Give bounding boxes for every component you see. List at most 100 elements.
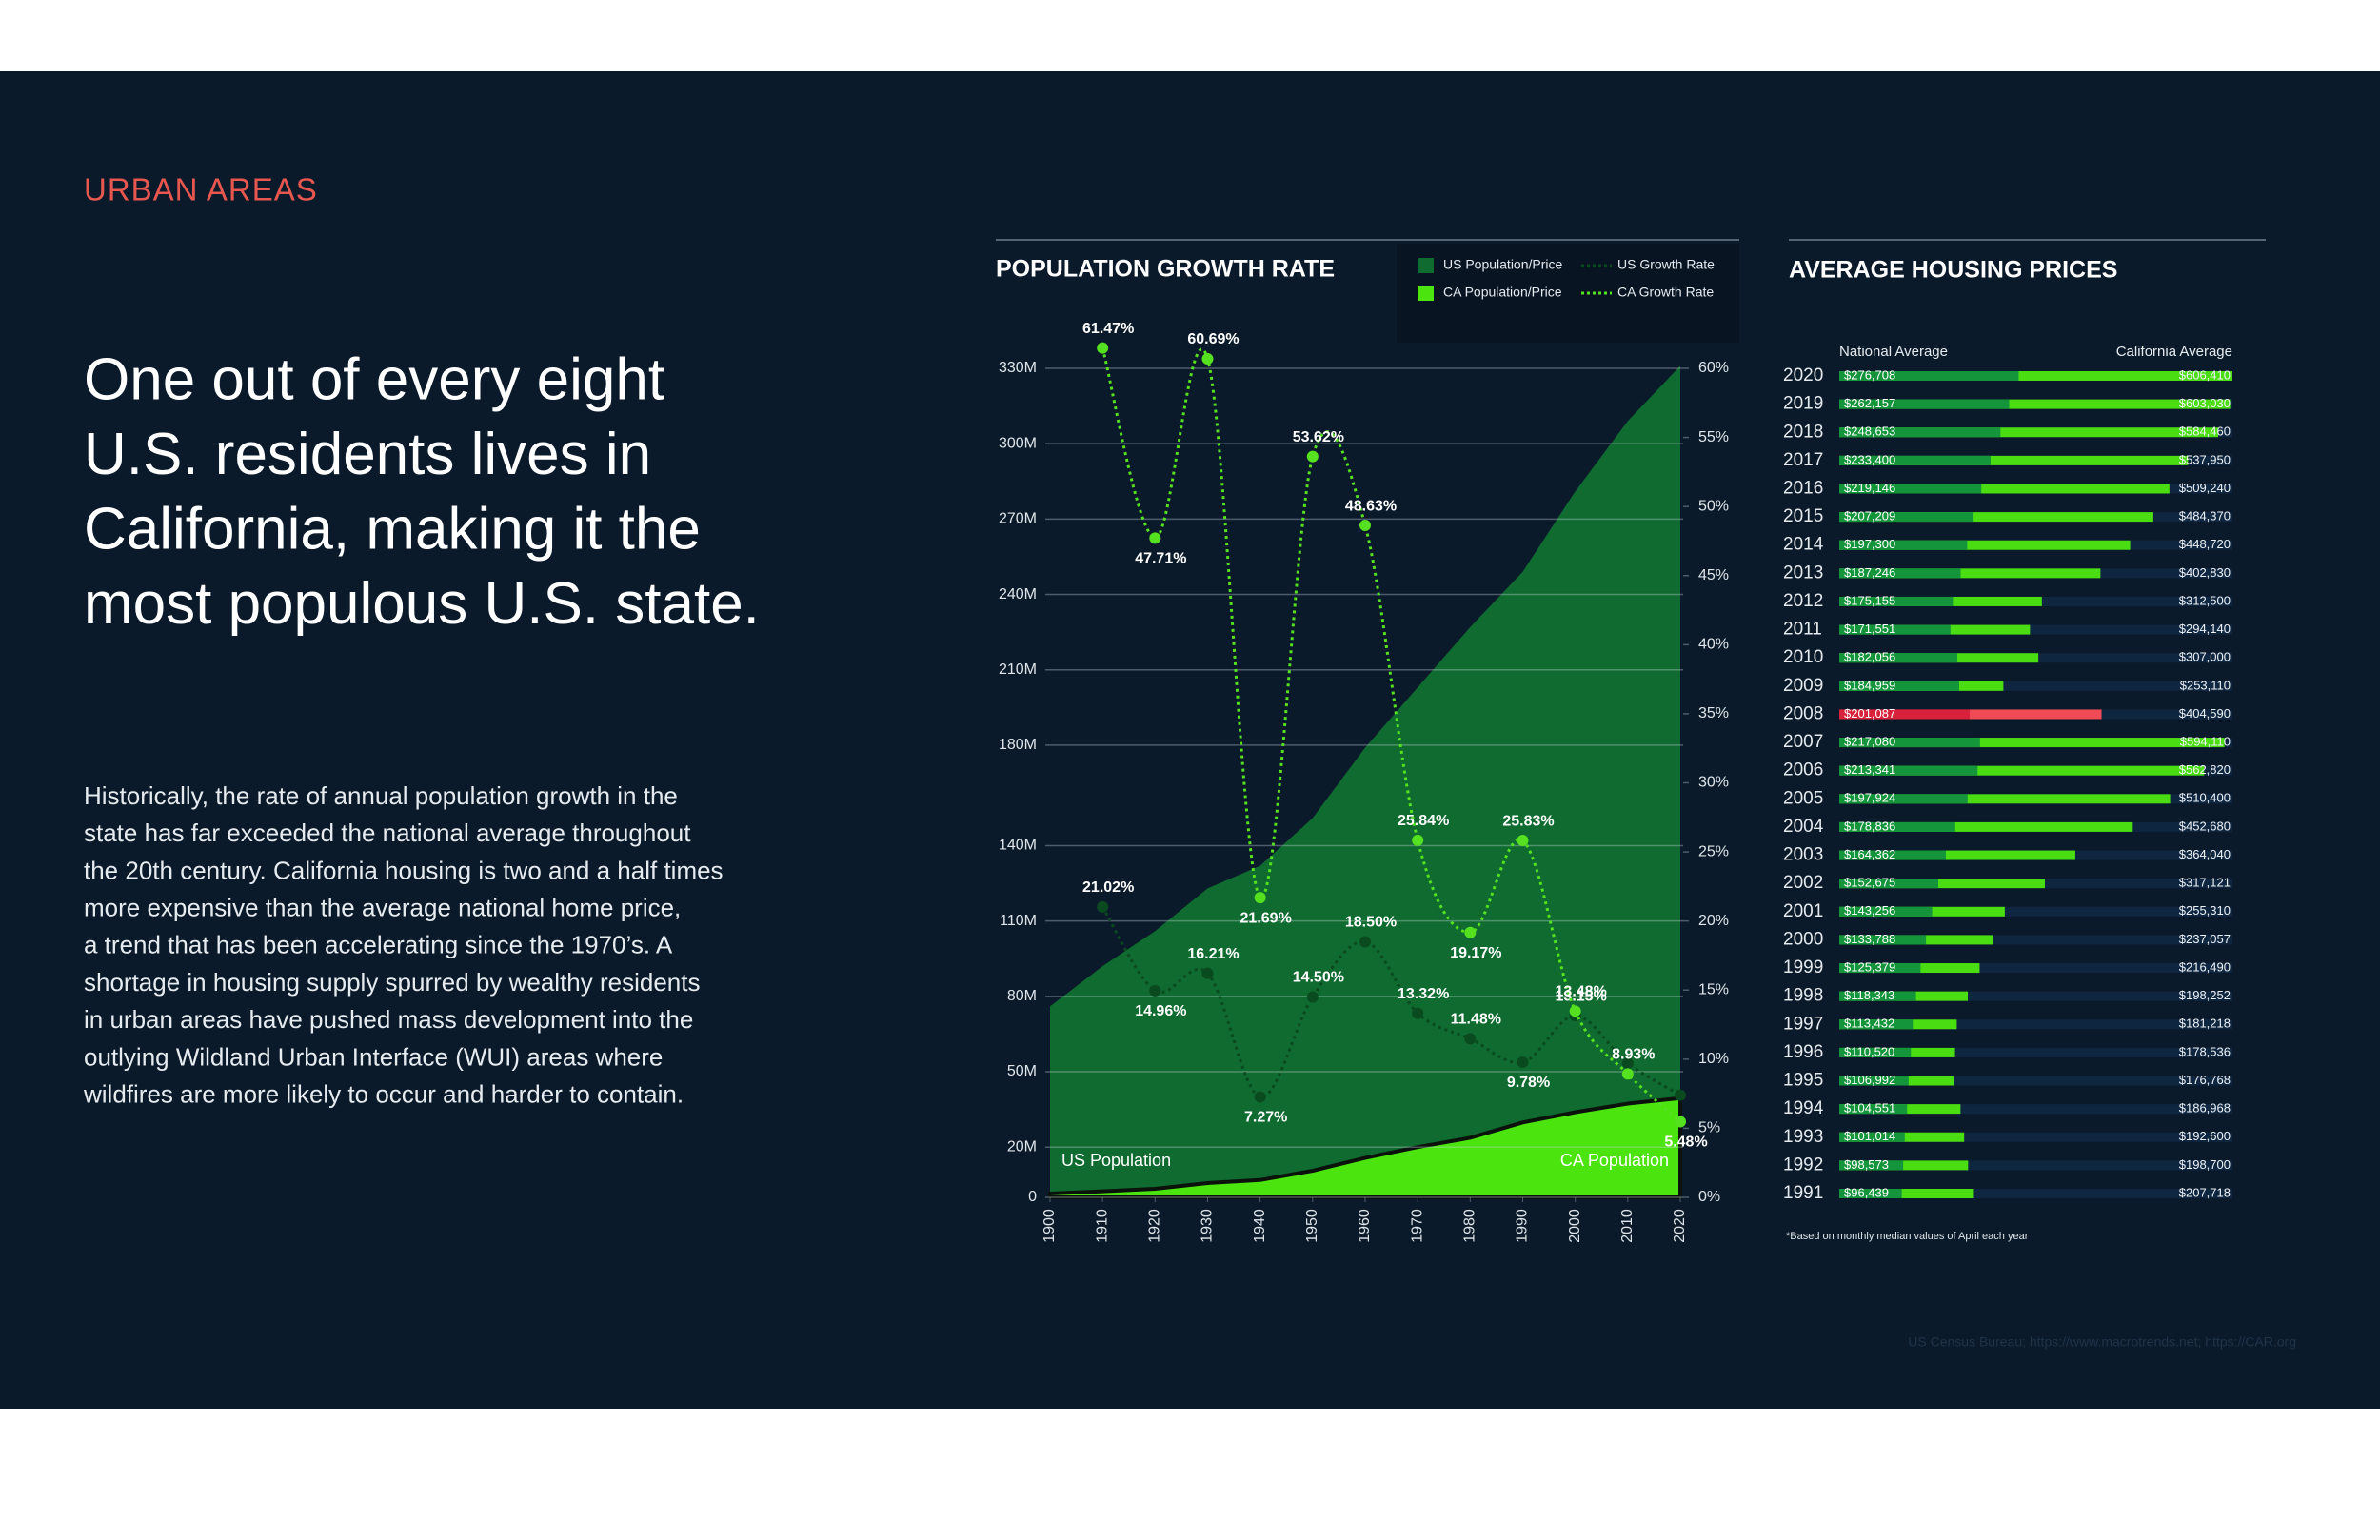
y2-tick-label: 25%: [1698, 843, 1729, 859]
value-label: $276,708: [1844, 367, 1895, 382]
bar-track: [1839, 624, 2232, 635]
bar: [1839, 540, 1968, 550]
y-tick-label: 1994: [1783, 1098, 1824, 1118]
value-label: $125,379: [1844, 959, 1895, 974]
x-tick-label: 2020: [1672, 1209, 1688, 1243]
y-tick-label: 2000: [1783, 929, 1823, 949]
y-tick-label: 2008: [1783, 703, 1823, 723]
y-tick-label: 2019: [1783, 394, 1823, 414]
bar: [1839, 399, 2231, 409]
headline: California, making it the: [84, 496, 701, 562]
body-text: Historically, the rate of annual populat…: [84, 781, 678, 810]
x-tick-label: 1970: [1409, 1209, 1425, 1243]
y2-tick-label: 35%: [1698, 705, 1729, 721]
value-label: 18.50%: [1345, 915, 1397, 931]
y2-tick-label: 60%: [1698, 360, 1729, 376]
chart-title: POPULATION GROWTH RATE: [996, 256, 1335, 283]
bar: [1839, 879, 1938, 889]
value-label: $237,057: [2179, 932, 2231, 946]
legend-label: US Growth Rate: [1617, 257, 1715, 272]
bar: [1839, 765, 2205, 776]
bar-track: [1839, 1104, 2232, 1115]
y-tick-label: 2014: [1783, 535, 1824, 555]
body-text: in urban areas have pushed mass developm…: [84, 1005, 693, 1034]
y-tick-label: 20M: [1007, 1138, 1037, 1155]
bar: [1839, 709, 2102, 720]
value-label: $106,992: [1844, 1073, 1895, 1087]
x-tick-label: 1990: [1515, 1209, 1531, 1243]
value-label: $253,110: [2180, 678, 2231, 692]
value-label: $184,959: [1844, 678, 1895, 692]
y-tick-label: 2013: [1783, 563, 1823, 582]
area: [1050, 365, 1680, 1197]
value-label: $118,343: [1844, 988, 1894, 1002]
value-label: $307,000: [2179, 650, 2231, 664]
value-label: $143,256: [1844, 903, 1895, 918]
chart-title: AVERAGE HOUSING PRICES: [1789, 257, 2117, 284]
value-label: $312,500: [2179, 593, 2231, 607]
legend-swatch: [1418, 286, 1434, 301]
body-text: more expensive than the average national…: [84, 893, 681, 921]
bar: [1839, 399, 2010, 409]
value-label: $509,240: [2179, 481, 2231, 495]
value-label: $213,341: [1844, 762, 1895, 777]
rate-marker: [1097, 900, 1109, 913]
y-tick-label: 50M: [1007, 1063, 1037, 1079]
x-tick-label: 1920: [1147, 1209, 1163, 1243]
value-label: $197,924: [1844, 791, 1895, 805]
bar: [1839, 709, 1970, 720]
value-label: $104,551: [1844, 1101, 1895, 1116]
bar: [1839, 850, 1946, 860]
rate-marker: [1201, 967, 1214, 979]
value-label: $113,432: [1844, 1017, 1894, 1031]
value-label: $171,551: [1844, 622, 1895, 636]
value-label: $198,700: [2179, 1157, 2231, 1172]
y-tick-label: 140M: [999, 838, 1037, 854]
y-tick-label: 1996: [1783, 1042, 1823, 1062]
value-label: 21.02%: [1082, 879, 1134, 896]
value-label: $219,146: [1844, 481, 1895, 495]
y-tick-label: 1997: [1783, 1014, 1823, 1034]
x-tick-label: 2010: [1619, 1209, 1636, 1243]
value-label: 9.78%: [1507, 1075, 1550, 1091]
bar: [1839, 850, 2075, 860]
y-tick-label: 1995: [1783, 1071, 1823, 1091]
value-label: 61.47%: [1082, 321, 1134, 337]
y-tick-label: 2020: [1783, 365, 1823, 385]
value-label: 8.93%: [1612, 1047, 1655, 1063]
value-label: $175,155: [1844, 593, 1895, 607]
bar: [1839, 455, 1991, 465]
bar: [1839, 1019, 1914, 1030]
y-tick-label: 0: [1028, 1189, 1037, 1205]
value-label: $133,788: [1844, 932, 1895, 946]
y-tick-label: 1991: [1783, 1183, 1823, 1203]
bar: [1839, 568, 2101, 579]
y2-tick-label: 20%: [1698, 913, 1729, 929]
y-tick-label: 2011: [1783, 620, 1822, 640]
bar: [1839, 1047, 1912, 1057]
y2-tick-label: 10%: [1698, 1051, 1729, 1067]
value-label: 16.21%: [1187, 946, 1239, 962]
bar-track: [1839, 681, 2232, 691]
value-label: $606,410: [2179, 367, 2231, 382]
bar: [1839, 512, 1974, 523]
value-label: $96,439: [1844, 1185, 1889, 1199]
rate-marker: [1306, 991, 1319, 1003]
y-tick-label: 210M: [999, 661, 1037, 678]
value-label: $233,400: [1844, 452, 1895, 466]
bar-track: [1839, 906, 2232, 917]
y-tick-label: 2006: [1783, 760, 1823, 780]
value-label: $187,246: [1844, 565, 1895, 580]
legend-label: US Population/Price: [1443, 257, 1563, 272]
body-text: wildfires are more likely to occur and h…: [83, 1079, 684, 1108]
headline: U.S. residents lives in: [84, 422, 651, 487]
value-label: 19.17%: [1450, 945, 1501, 961]
value-label: 7.27%: [1244, 1110, 1287, 1126]
value-label: $262,157: [1844, 396, 1895, 410]
rate-marker: [1412, 834, 1424, 846]
bar: [1839, 794, 1968, 804]
y-tick-label: 180M: [999, 737, 1037, 753]
rate-marker: [1149, 532, 1161, 544]
y-tick-label: 2017: [1783, 450, 1823, 470]
value-label: $197,300: [1844, 537, 1895, 551]
